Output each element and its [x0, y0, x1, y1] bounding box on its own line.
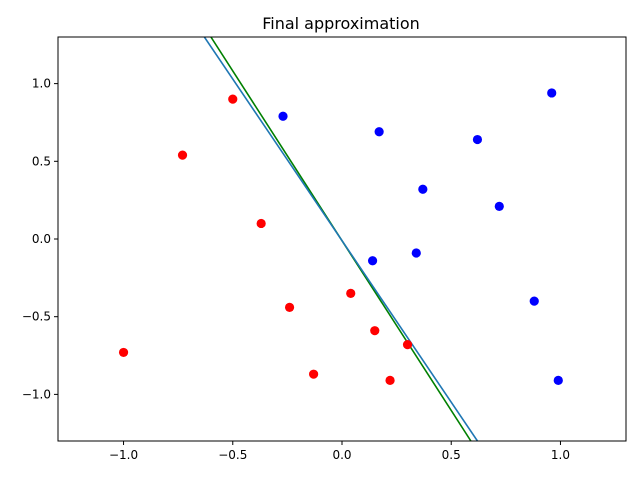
- data-point-s1-8: [529, 296, 539, 306]
- data-point-s0-0: [228, 94, 238, 104]
- x-tick-label: 1.0: [551, 448, 570, 462]
- data-point-s1-7: [367, 256, 378, 266]
- data-point-s1-4: [418, 184, 428, 194]
- y-tick-label: −0.5: [22, 310, 51, 324]
- data-point-s1-3: [472, 134, 483, 145]
- data-point-s0-4: [346, 288, 356, 298]
- decision-line-1: [203, 37, 479, 441]
- data-point-s1-0: [278, 111, 288, 121]
- axes-frame: [57, 36, 627, 442]
- x-tick-label: −0.5: [218, 448, 247, 462]
- plot-area: −1.0 −0.5 0.0 0.5 1.0 −1.0 −0.5 0.0 0.5 1.0: [22, 36, 627, 462]
- data-point-s1-2: [547, 88, 557, 98]
- x-tick-label: 0.0: [332, 448, 351, 462]
- data-point-s0-1: [177, 150, 188, 160]
- data-point-s1-5: [494, 201, 504, 211]
- data-point-s1-1: [374, 127, 384, 137]
- data-point-s0-3: [284, 302, 295, 312]
- data-point-s0-7: [309, 369, 319, 379]
- data-point-s0-5: [370, 326, 380, 336]
- data-point-s0-8: [385, 375, 395, 385]
- data-point-s1-6: [411, 248, 421, 258]
- data-point-s0-9: [118, 347, 129, 358]
- data-point-s1-9: [553, 375, 563, 385]
- x-tick-label: 0.5: [442, 448, 461, 462]
- x-tick-label: −1.0: [109, 448, 138, 462]
- y-tick-label: −1.0: [22, 387, 51, 401]
- y-tick-label: 0.0: [32, 232, 51, 246]
- data-point-s0-2: [256, 218, 266, 229]
- y-tick-label: 1.0: [32, 77, 51, 91]
- chart-title: Final approximation: [262, 14, 420, 33]
- lines-group: [203, 37, 479, 441]
- data-point-s0-6: [402, 340, 413, 350]
- y-tick-label: 0.5: [32, 154, 51, 168]
